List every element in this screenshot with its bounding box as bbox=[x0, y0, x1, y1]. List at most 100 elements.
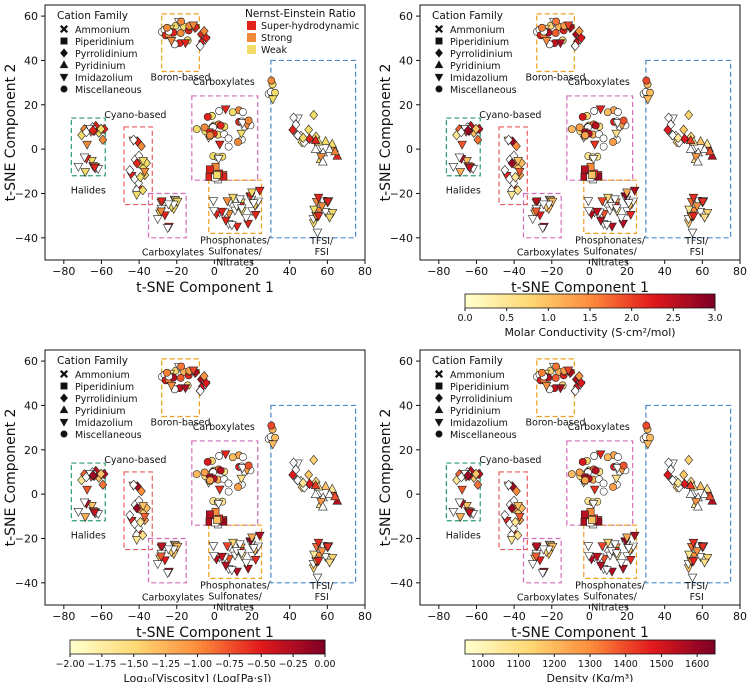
colorbar-segment bbox=[706, 640, 712, 654]
data-point bbox=[228, 453, 237, 462]
y-tick-label: −40 bbox=[390, 232, 413, 245]
colorbar-tick-label: 1500 bbox=[649, 659, 673, 670]
colorbar-segment bbox=[108, 640, 113, 654]
data-point bbox=[590, 452, 599, 460]
data-point bbox=[220, 561, 231, 571]
x-tick-label: 40 bbox=[283, 265, 297, 278]
colorbar-segment bbox=[660, 640, 666, 654]
x-tick-label: 80 bbox=[733, 265, 747, 278]
data-point bbox=[531, 207, 541, 217]
chart-panel-top-right: −80 −60 −40 −20 0 20 40 60 80 −40 −20 0 20 40 60 t-SNE … bbox=[378, 4, 747, 296]
x-tick-label: 20 bbox=[620, 265, 634, 278]
data-point bbox=[236, 129, 247, 139]
data-point bbox=[232, 222, 242, 232]
legend-entry-label: Ammonium bbox=[75, 370, 130, 381]
colorbar-segment bbox=[556, 294, 562, 308]
data-point bbox=[298, 477, 308, 489]
cluster-region: Carboxylates bbox=[517, 537, 579, 604]
data-point bbox=[222, 542, 233, 552]
cation-legend: Cation Family AmmoniumPiperidiniumPyrroli… bbox=[432, 355, 517, 441]
colorbar-segment bbox=[295, 640, 300, 654]
colorbar-tick-label: 0.00 bbox=[314, 659, 335, 670]
colorbar-segment bbox=[652, 294, 658, 308]
cluster-region: TFSI/FSI bbox=[270, 404, 357, 603]
data-point bbox=[310, 143, 321, 153]
region-label: FSI bbox=[690, 247, 704, 258]
data-point bbox=[59, 418, 69, 427]
region-box bbox=[270, 404, 357, 584]
colorbar-segment bbox=[257, 640, 262, 654]
x-tick-label: 20 bbox=[245, 265, 259, 278]
data-point bbox=[622, 533, 632, 543]
colorbar-tick-label: 3.0 bbox=[707, 313, 722, 324]
data-point bbox=[60, 85, 68, 93]
colorbar-segment bbox=[540, 640, 545, 654]
data-point-fill bbox=[60, 370, 68, 378]
data-point bbox=[156, 552, 166, 562]
colorbar-segment bbox=[159, 640, 164, 654]
colorbar-segment bbox=[560, 640, 566, 654]
legend-entry-label: Pyrrolidinium bbox=[450, 394, 512, 405]
cluster-region: Phosphonates/Sulfonates/Nitrates bbox=[200, 179, 271, 268]
data-point bbox=[684, 454, 694, 466]
data-point bbox=[612, 119, 623, 129]
cluster-region: Carboxylates bbox=[142, 537, 204, 604]
region-box bbox=[208, 524, 263, 579]
data-point bbox=[507, 503, 517, 514]
colorbar-segment bbox=[648, 640, 653, 654]
region-box bbox=[445, 462, 481, 522]
y-axis-label: t-SNE Component 2 bbox=[3, 409, 19, 547]
colorbar-segment bbox=[95, 640, 101, 654]
colorbar-segment bbox=[138, 640, 143, 654]
plot-frame bbox=[44, 4, 366, 261]
colorbar-label: Molar Conductivity (S·cm²/mol) bbox=[504, 326, 675, 339]
data-point bbox=[87, 157, 97, 166]
colorbar-segment bbox=[129, 640, 135, 654]
x-tick-label: 60 bbox=[695, 265, 709, 278]
region-box bbox=[191, 440, 259, 526]
colorbar-segment bbox=[523, 640, 528, 654]
colorbar-segment bbox=[87, 640, 92, 654]
x-tick-label: −20 bbox=[540, 265, 563, 278]
data-point bbox=[222, 197, 233, 207]
data-point bbox=[692, 202, 702, 212]
data-point bbox=[160, 211, 170, 221]
data-point bbox=[464, 508, 475, 518]
data-point bbox=[684, 109, 694, 121]
data-point bbox=[511, 171, 520, 183]
data-point bbox=[214, 140, 225, 150]
data-point bbox=[595, 450, 606, 460]
legend-entry-label: Pyridinium bbox=[450, 406, 501, 417]
colorbar-segment bbox=[231, 640, 237, 654]
region-label: TFSI/ bbox=[684, 236, 709, 247]
data-point bbox=[462, 502, 472, 511]
region-label: TFSI/ bbox=[684, 581, 709, 592]
colorbar-segment bbox=[248, 640, 254, 654]
data-point bbox=[254, 531, 265, 541]
y-tick-label: 60 bbox=[399, 10, 413, 23]
data-point bbox=[320, 553, 331, 563]
data-point bbox=[87, 502, 97, 511]
data-point bbox=[687, 573, 698, 583]
colorbar-segment bbox=[623, 640, 628, 654]
x-tick-label: −80 bbox=[427, 265, 450, 278]
data-point bbox=[685, 135, 696, 144]
colorbar-tick-label: −1.25 bbox=[151, 659, 180, 670]
region-box bbox=[498, 471, 528, 551]
data-point bbox=[248, 544, 259, 554]
region-label: Carboxylates bbox=[193, 77, 255, 88]
region-box bbox=[522, 537, 562, 584]
region-label: Phosphonates/ bbox=[575, 235, 646, 246]
data-point bbox=[192, 125, 201, 134]
data-point bbox=[611, 474, 622, 484]
colorbar-segment bbox=[706, 294, 712, 308]
colorbar: 1000 1100 1200 1300 1400 1500 1600 Density (Kg/… bbox=[464, 639, 716, 685]
data-point bbox=[435, 430, 443, 438]
colorbar-segment bbox=[581, 294, 587, 308]
data-point bbox=[679, 469, 689, 480]
data-point bbox=[575, 123, 584, 132]
color-legend-title: Nernst-Einstein Ratio bbox=[245, 8, 356, 20]
y-tick-label: 60 bbox=[24, 355, 38, 368]
data-point bbox=[213, 155, 224, 164]
data-point bbox=[511, 516, 520, 528]
